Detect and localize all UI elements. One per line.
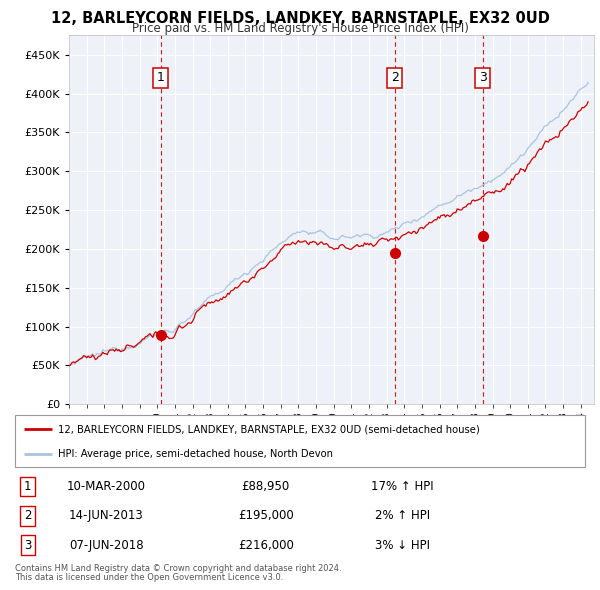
Text: 2: 2 (24, 509, 31, 523)
Text: 07-JUN-2018: 07-JUN-2018 (69, 539, 143, 552)
Text: 1: 1 (24, 480, 31, 493)
Text: 14-JUN-2013: 14-JUN-2013 (69, 509, 143, 523)
Text: 12, BARLEYCORN FIELDS, LANDKEY, BARNSTAPLE, EX32 0UD: 12, BARLEYCORN FIELDS, LANDKEY, BARNSTAP… (50, 11, 550, 25)
Text: 3: 3 (479, 71, 487, 84)
Text: 2% ↑ HPI: 2% ↑ HPI (375, 509, 430, 523)
Text: £195,000: £195,000 (238, 509, 293, 523)
FancyBboxPatch shape (15, 415, 585, 467)
Text: 12, BARLEYCORN FIELDS, LANDKEY, BARNSTAPLE, EX32 0UD (semi-detached house): 12, BARLEYCORN FIELDS, LANDKEY, BARNSTAP… (58, 424, 479, 434)
Text: £88,950: £88,950 (242, 480, 290, 493)
Text: HPI: Average price, semi-detached house, North Devon: HPI: Average price, semi-detached house,… (58, 450, 333, 459)
Text: 2: 2 (391, 71, 398, 84)
Text: 3: 3 (24, 539, 31, 552)
Text: 3% ↓ HPI: 3% ↓ HPI (375, 539, 430, 552)
Text: 1: 1 (157, 71, 164, 84)
Text: 17% ↑ HPI: 17% ↑ HPI (371, 480, 434, 493)
Text: Price paid vs. HM Land Registry's House Price Index (HPI): Price paid vs. HM Land Registry's House … (131, 22, 469, 35)
Text: 10-MAR-2000: 10-MAR-2000 (67, 480, 146, 493)
Text: £216,000: £216,000 (238, 539, 294, 552)
Text: Contains HM Land Registry data © Crown copyright and database right 2024.: Contains HM Land Registry data © Crown c… (15, 564, 341, 573)
Text: This data is licensed under the Open Government Licence v3.0.: This data is licensed under the Open Gov… (15, 573, 283, 582)
